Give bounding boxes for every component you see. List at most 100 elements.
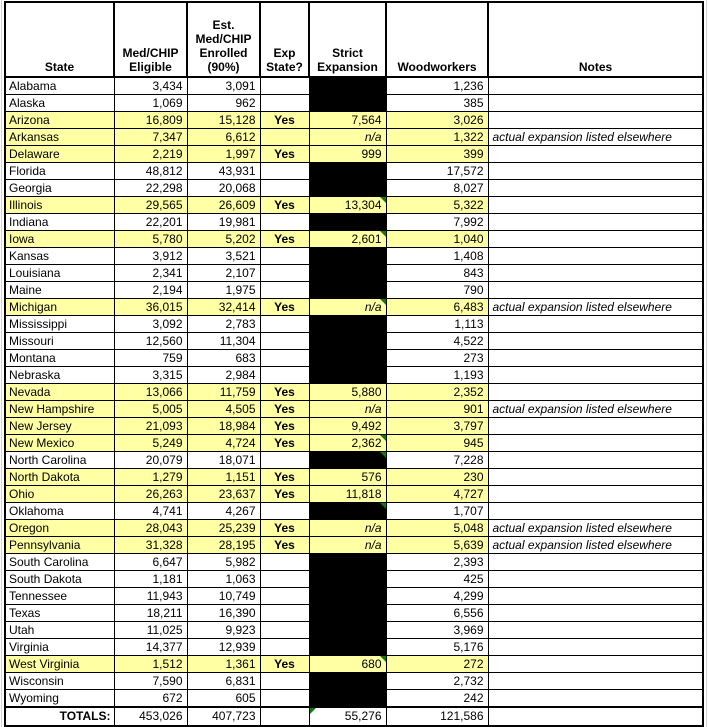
eligible-cell[interactable]: 11,025 [113, 621, 188, 639]
exp-state-cell[interactable]: Yes [259, 655, 310, 673]
strict-expansion-cell[interactable] [308, 366, 387, 384]
state-cell[interactable]: Alabama [4, 76, 115, 95]
state-cell[interactable]: Alaska [4, 94, 115, 112]
eligible-cell[interactable]: 2,341 [113, 264, 188, 282]
woodworkers-cell[interactable]: 230 [385, 468, 489, 486]
enrolled-cell[interactable]: 11,304 [186, 332, 261, 350]
eligible-cell[interactable]: 5,005 [113, 400, 188, 418]
exp-state-cell[interactable] [259, 570, 310, 588]
exp-state-cell[interactable] [259, 315, 310, 333]
exp-state-cell[interactable] [259, 128, 310, 146]
state-cell[interactable]: Wyoming [4, 689, 115, 708]
woodworkers-cell[interactable]: 2,732 [385, 672, 489, 690]
strict-expansion-cell[interactable] [308, 502, 387, 520]
strict-expansion-cell[interactable] [308, 213, 387, 231]
state-cell[interactable]: Virginia [4, 638, 115, 656]
state-cell[interactable]: Tennessee [4, 587, 115, 605]
woodworkers-cell[interactable]: 425 [385, 570, 489, 588]
woodworkers-cell[interactable]: 5,176 [385, 638, 489, 656]
strict-expansion-cell[interactable] [308, 621, 387, 639]
woodworkers-cell[interactable]: 5,048 [385, 519, 489, 537]
header-est-enrolled[interactable]: Est. Med/CHIP Enrolled (90%) [186, 1, 261, 78]
exp-state-cell[interactable] [259, 502, 310, 520]
notes-cell[interactable] [487, 451, 704, 469]
strict-expansion-cell[interactable] [308, 264, 387, 282]
strict-expansion-cell[interactable] [308, 689, 387, 708]
enrolled-cell[interactable]: 1,975 [186, 281, 261, 299]
exp-state-cell[interactable] [259, 247, 310, 265]
eligible-cell[interactable]: 22,201 [113, 213, 188, 231]
enrolled-cell[interactable]: 1,997 [186, 145, 261, 163]
enrolled-cell[interactable]: 25,239 [186, 519, 261, 537]
eligible-cell[interactable]: 6,647 [113, 553, 188, 571]
eligible-cell[interactable]: 759 [113, 349, 188, 367]
eligible-cell[interactable]: 22,298 [113, 179, 188, 197]
state-cell[interactable]: Ohio [4, 485, 115, 503]
state-cell[interactable]: Florida [4, 162, 115, 180]
notes-cell[interactable] [487, 332, 704, 350]
exp-state-cell[interactable]: Yes [259, 519, 310, 537]
woodworkers-cell[interactable]: 1,113 [385, 315, 489, 333]
notes-cell[interactable]: actual expansion listed elsewhere [487, 128, 704, 146]
eligible-cell[interactable]: 2,194 [113, 281, 188, 299]
state-cell[interactable]: West Virginia [4, 655, 115, 673]
enrolled-cell[interactable]: 4,267 [186, 502, 261, 520]
woodworkers-cell[interactable]: 1,322 [385, 128, 489, 146]
woodworkers-cell[interactable]: 6,556 [385, 604, 489, 622]
state-cell[interactable]: Mississippi [4, 315, 115, 333]
woodworkers-cell[interactable]: 4,727 [385, 485, 489, 503]
eligible-cell[interactable]: 2,219 [113, 145, 188, 163]
eligible-cell[interactable]: 20,079 [113, 451, 188, 469]
strict-expansion-cell[interactable] [308, 638, 387, 656]
enrolled-cell[interactable]: 26,609 [186, 196, 261, 214]
exp-state-cell[interactable] [259, 621, 310, 639]
enrolled-cell[interactable]: 962 [186, 94, 261, 112]
strict-expansion-cell[interactable]: 11,818 [308, 485, 387, 503]
enrolled-cell[interactable]: 3,521 [186, 247, 261, 265]
state-cell[interactable]: Pennsylvania [4, 536, 115, 554]
enrolled-cell[interactable]: 23,637 [186, 485, 261, 503]
state-cell[interactable]: Iowa [4, 230, 115, 248]
strict-expansion-cell[interactable] [308, 179, 387, 197]
state-cell[interactable]: Indiana [4, 213, 115, 231]
notes-cell[interactable]: actual expansion listed elsewhere [487, 298, 704, 316]
exp-state-cell[interactable]: Yes [259, 383, 310, 401]
state-cell[interactable]: North Carolina [4, 451, 115, 469]
state-cell[interactable]: Michigan [4, 298, 115, 316]
notes-cell[interactable] [487, 621, 704, 639]
eligible-cell[interactable]: 3,434 [113, 76, 188, 95]
strict-expansion-cell[interactable]: n/a [308, 519, 387, 537]
state-cell[interactable]: Kansas [4, 247, 115, 265]
header-notes[interactable]: Notes [487, 1, 704, 78]
exp-state-cell[interactable]: Yes [259, 111, 310, 129]
strict-expansion-cell[interactable]: n/a [308, 400, 387, 418]
strict-expansion-cell[interactable]: 2,362 [308, 434, 387, 452]
eligible-cell[interactable]: 672 [113, 689, 188, 708]
exp-state-cell[interactable]: Yes [259, 417, 310, 435]
enrolled-cell[interactable]: 2,984 [186, 366, 261, 384]
woodworkers-cell[interactable]: 8,027 [385, 179, 489, 197]
notes-cell[interactable] [487, 553, 704, 571]
exp-state-cell[interactable] [259, 587, 310, 605]
eligible-cell[interactable]: 5,780 [113, 230, 188, 248]
exp-state-cell[interactable] [259, 349, 310, 367]
notes-cell[interactable] [487, 196, 704, 214]
notes-cell[interactable] [487, 162, 704, 180]
exp-state-cell[interactable]: Yes [259, 468, 310, 486]
woodworkers-cell[interactable]: 272 [385, 655, 489, 673]
notes-cell[interactable] [487, 281, 704, 299]
exp-state-cell[interactable] [259, 332, 310, 350]
exp-state-cell[interactable] [259, 706, 310, 727]
eligible-cell[interactable]: 13,066 [113, 383, 188, 401]
state-cell[interactable]: Utah [4, 621, 115, 639]
woodworkers-cell[interactable]: 1,707 [385, 502, 489, 520]
state-cell[interactable]: North Dakota [4, 468, 115, 486]
notes-cell[interactable] [487, 230, 704, 248]
exp-state-cell[interactable] [259, 179, 310, 197]
notes-cell[interactable] [487, 94, 704, 112]
strict-expansion-cell[interactable]: 7,564 [308, 111, 387, 129]
strict-expansion-cell[interactable] [308, 315, 387, 333]
enrolled-cell[interactable]: 32,414 [186, 298, 261, 316]
strict-expansion-cell[interactable] [308, 553, 387, 571]
eligible-cell[interactable]: 1,069 [113, 94, 188, 112]
